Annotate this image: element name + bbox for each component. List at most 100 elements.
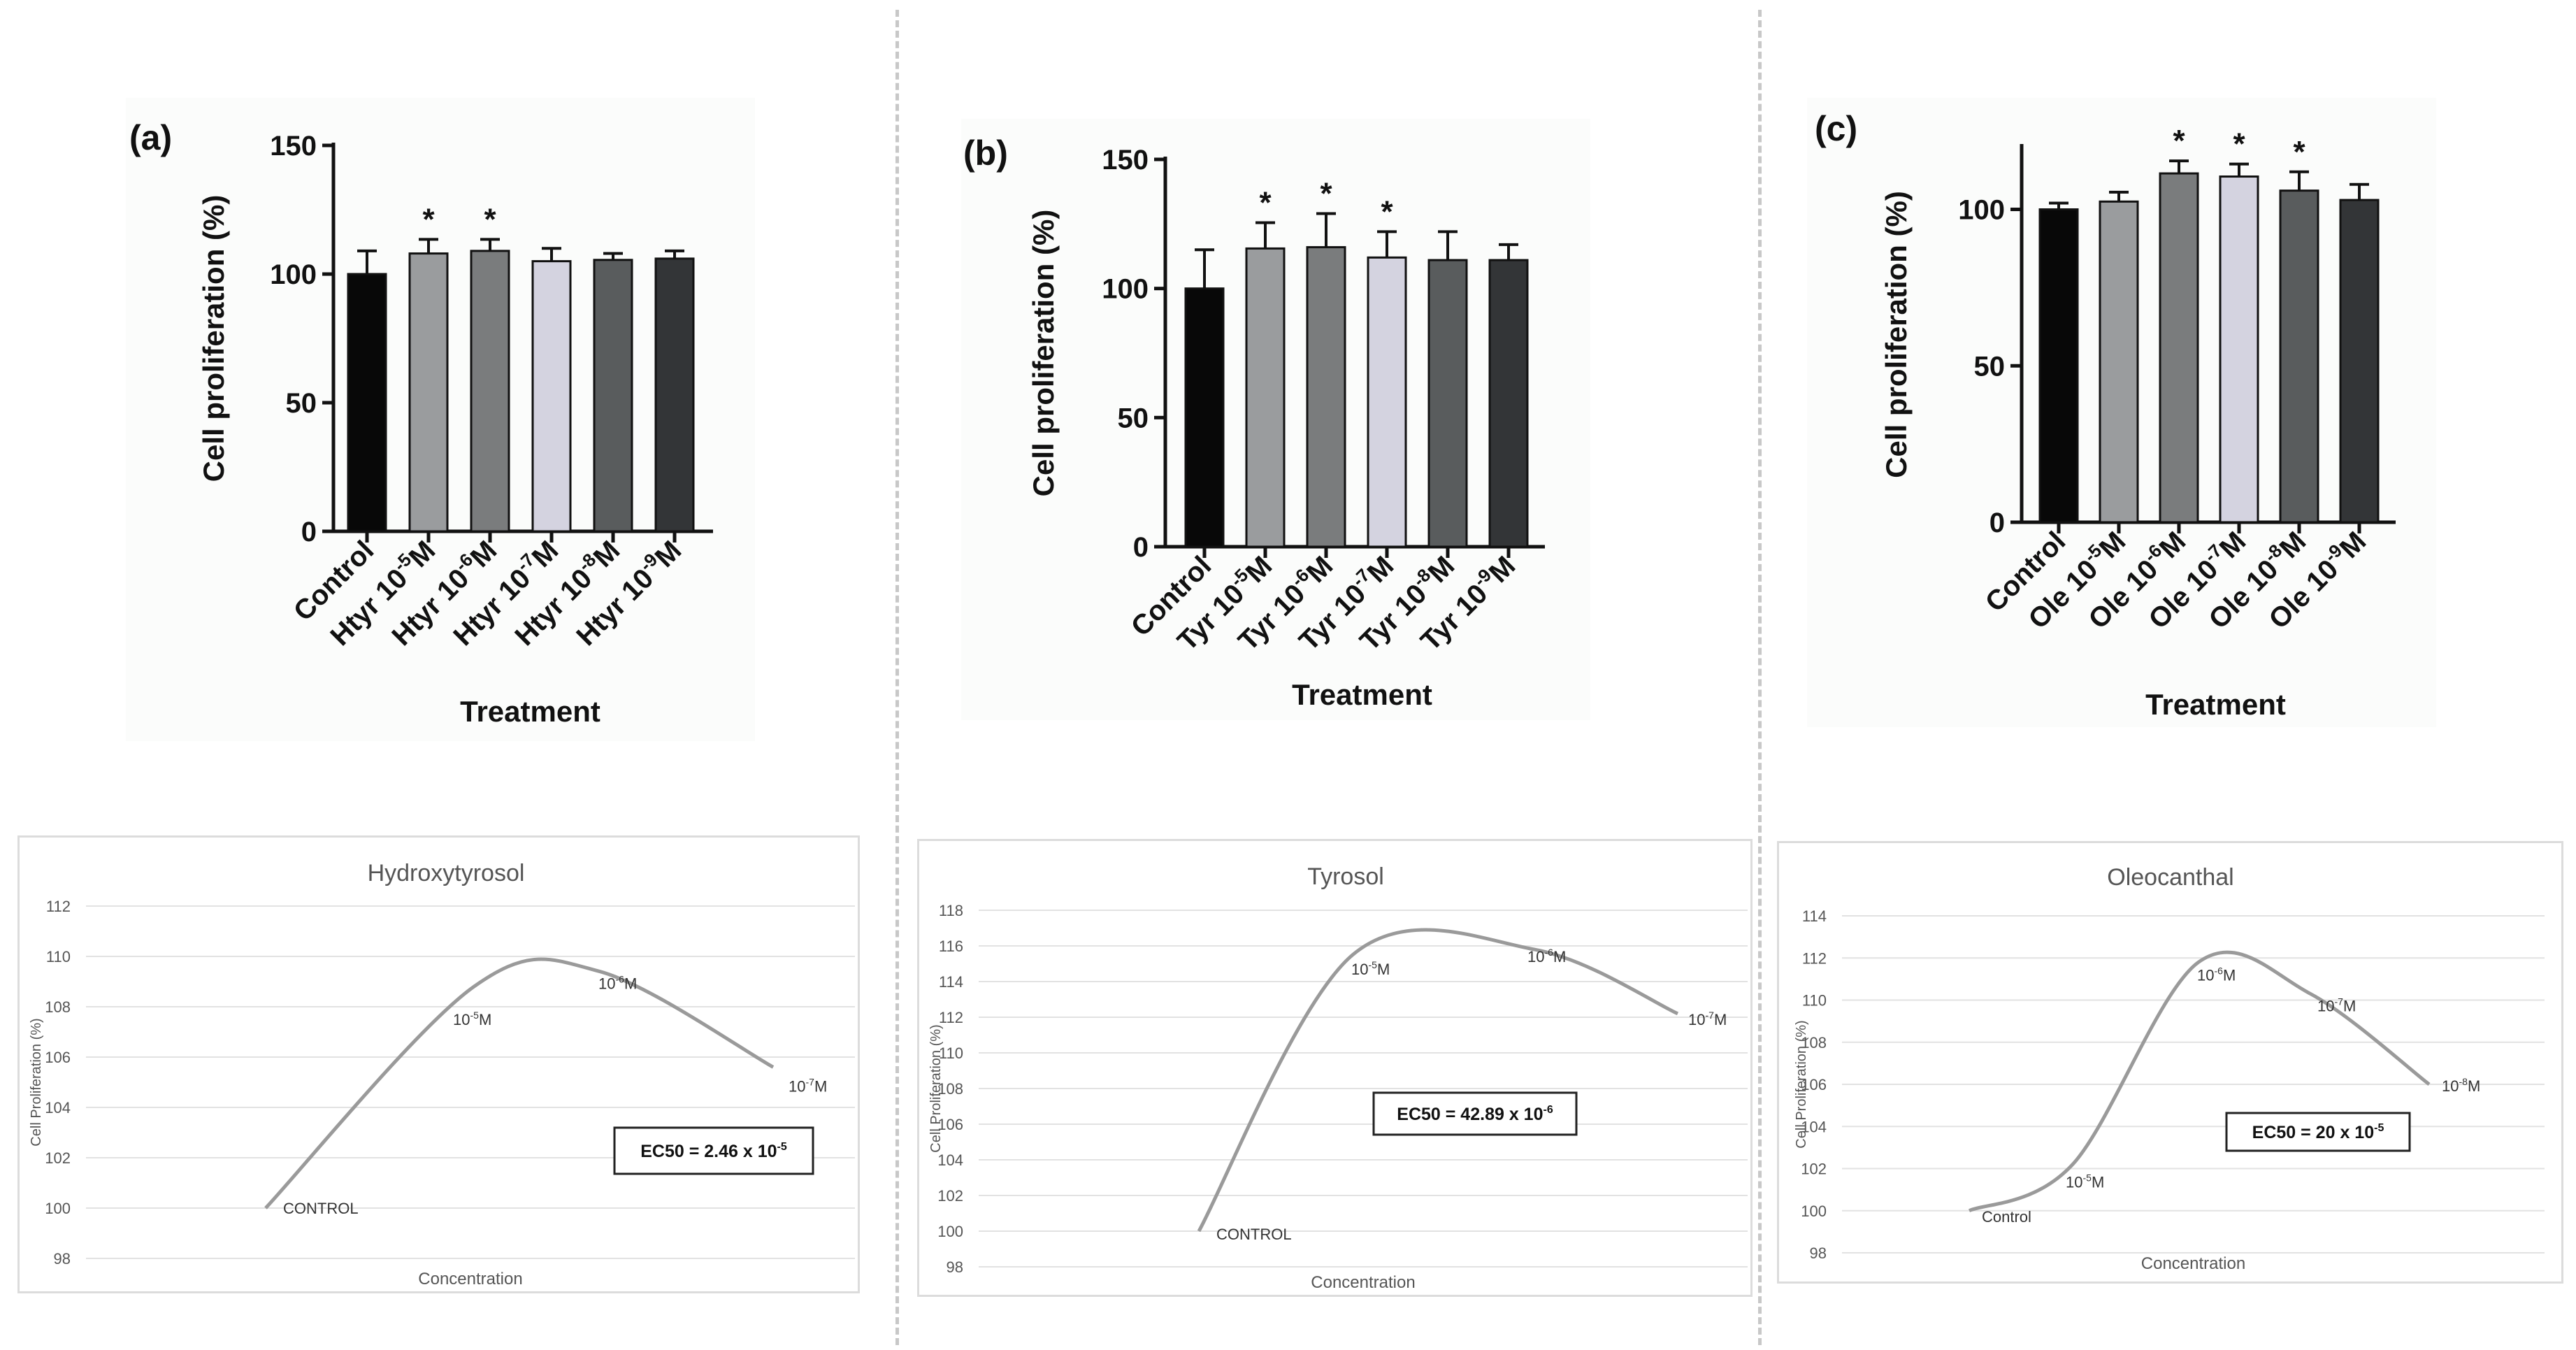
bar [1427,259,1468,548]
y-tick-label: 112 [939,1009,963,1026]
y-tick-label: 50 [1118,403,1149,433]
x-axis-label: Concentration [2141,1254,2245,1273]
y-tick-label: 100 [1958,195,2005,226]
chart-title: Hydroxytyrosol [368,860,525,886]
point-label: 10-6M [598,974,637,993]
y-tick-label: 106 [937,1116,963,1133]
y-tick-label: 98 [54,1250,71,1268]
y-tick-label: 150 [270,131,317,161]
bar-chart-panel-b: 0 50 100 150 Cell proliferation (%) Control * T… [961,119,1590,720]
significance-marker: * [484,202,496,236]
y-axis-label: Cell proliferation (%) [1880,191,1913,478]
y-tick-label: 98 [947,1258,963,1276]
point-label: 10-6M [1527,947,1566,965]
significance-marker: * [2293,135,2305,169]
y-axis-label: Cell proliferation (%) [1027,210,1060,497]
bar [1306,246,1346,548]
y-tick-label: 106 [1801,1076,1827,1093]
point-label: 10-5M [1351,959,1390,978]
y-tick-label: 100 [1801,1202,1827,1220]
panel-label-c: (c) [1815,109,1858,148]
curve-panel-hydroxytyrosol: Hydroxytyrosol 98 100 102 104 106 108 110 112 Cel… [17,835,860,1293]
chart-title: Oleocanthal [2107,864,2233,891]
bar [408,252,449,533]
y-tick-label: 102 [1801,1161,1827,1178]
significance-marker: * [2233,127,2245,161]
y-tick-label: 110 [1802,992,1827,1010]
significance-marker: * [1381,194,1393,229]
ec50-box [1372,1091,1578,1136]
panel-label-a: (a) [129,118,173,157]
data-curve [1197,928,1679,1233]
y-tick-label: 0 [1989,508,2005,538]
bar [2279,189,2319,524]
bar [2339,199,2380,524]
y-tick-label: 100 [270,259,317,290]
bar [470,250,510,533]
y-axis-label: Cell Proliferation (%) [928,1024,944,1152]
significance-marker: * [1320,177,1332,211]
point-label: CONTROL [1216,1226,1292,1243]
y-axis-label: Cell Proliferation (%) [1794,1020,1809,1148]
bar [654,257,695,533]
ec50-box [2225,1112,2411,1152]
significance-marker: * [422,202,435,236]
y-tick-label: 104 [1801,1118,1827,1135]
bar [1245,247,1286,548]
point-label: 10-6M [2197,965,2236,984]
curve-panel-oleocanthal: Oleocanthal 98 100 102 104 106 108 110 112 114 Cel… [1777,841,2563,1284]
x-axis-label: Treatment [1292,678,1432,711]
y-tick-label: 106 [45,1049,71,1066]
point-label: 10-8M [2442,1076,2480,1095]
bar [347,273,387,533]
y-tick-label: 150 [1102,145,1149,175]
bar [1184,287,1225,548]
y-axis-label: Cell Proliferation (%) [29,1018,44,1146]
y-tick-label: 114 [1802,907,1827,925]
ec50-annotation: EC50 = 20 x 10-5 [2252,1122,2384,1142]
point-label: 10-7M [1688,1010,1727,1028]
y-tick-label: 98 [1810,1244,1827,1262]
y-tick-label: 100 [1102,274,1149,305]
y-tick-label: 110 [939,1044,963,1062]
curve-panel-tyrosol: Tyrosol 98 100 102 104 106 108 110 112 114 116 118 C… [917,839,1753,1297]
y-tick-label: 0 [301,517,317,547]
y-tick-label: 114 [939,973,963,991]
x-axis-label: Concentration [418,1270,522,1288]
x-axis-label: Treatment [460,695,600,728]
y-tick-label: 104 [937,1151,963,1169]
significance-marker: * [1259,185,1272,220]
bar [2159,172,2199,524]
y-axis-label: Cell proliferation (%) [197,195,230,482]
point-label: 10-7M [789,1076,827,1095]
data-curve [264,957,775,1209]
y-tick-label: 102 [937,1187,963,1205]
y-tick-label: 118 [939,902,963,919]
ec50-box [613,1126,814,1175]
point-label: CONTROL [283,1200,359,1217]
curve-chart-tyrosol: Tyrosol 98 100 102 104 106 108 110 112 114 116 118 C… [928,863,1748,1292]
data-curve [1968,950,2431,1213]
y-tick-label: 110 [46,948,71,965]
x-axis-label: Treatment [2145,688,2286,721]
y-tick-label: 108 [1801,1034,1827,1051]
bar [2038,208,2079,524]
bar [2099,200,2139,524]
significance-marker: * [2173,124,2185,158]
ec50-annotation: EC50 = 2.46 x 10-5 [640,1141,787,1161]
y-tick-label: 100 [45,1200,71,1217]
y-tick-label: 112 [1802,949,1827,967]
ec50-annotation: EC50 = 42.89 x 10-6 [1397,1104,1553,1124]
y-tick-label: 100 [937,1223,963,1240]
x-axis-label: Concentration [1311,1273,1415,1292]
bar [2219,175,2259,524]
y-tick-label: 116 [939,938,963,955]
y-tick-label: 50 [1974,351,2006,382]
bar [1488,259,1529,548]
chart-title: Tyrosol [1307,863,1384,890]
panel-label-b: (b) [963,134,1008,173]
curve-chart-hydroxytyrosol: Hydroxytyrosol 98 100 102 104 106 108 110 112 Cel… [29,860,855,1288]
y-tick-label: 50 [286,388,317,419]
